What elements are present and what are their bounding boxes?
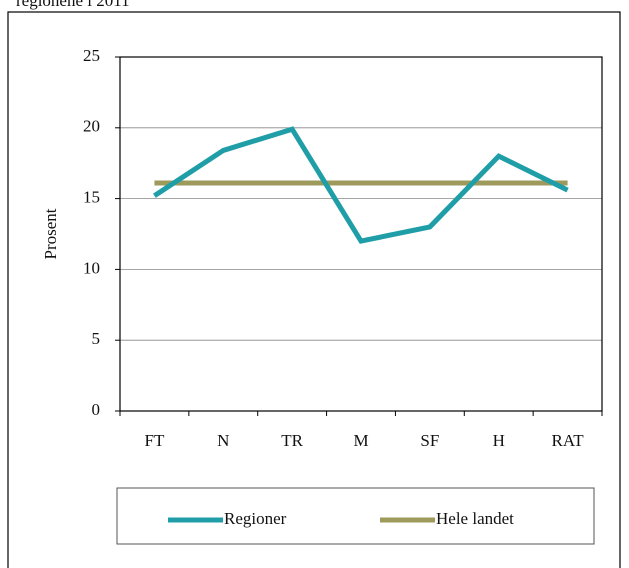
y-tick-label: 10 bbox=[83, 258, 100, 277]
y-tick-label: 5 bbox=[92, 329, 101, 348]
y-tick-label: 0 bbox=[92, 400, 101, 419]
legend-label: Regioner bbox=[224, 509, 287, 528]
legend-label: Hele landet bbox=[436, 509, 514, 528]
x-tick-label: SF bbox=[420, 431, 439, 450]
x-tick-label: FT bbox=[145, 431, 165, 450]
data-line bbox=[153, 126, 569, 244]
x-tick-label: RAT bbox=[552, 431, 585, 450]
y-tick-label: 20 bbox=[83, 117, 100, 136]
y-tick-label: 15 bbox=[83, 188, 100, 207]
chart-frame bbox=[7, 11, 621, 568]
x-tick-label: H bbox=[493, 431, 505, 450]
x-tick-label: N bbox=[217, 431, 229, 450]
legend-box bbox=[116, 487, 595, 545]
y-axis-label: Prosent bbox=[41, 208, 60, 259]
y-tick-label: 25 bbox=[83, 46, 100, 65]
x-tick-label: TR bbox=[281, 431, 303, 450]
plot-area bbox=[119, 56, 603, 412]
x-tick-label: M bbox=[353, 431, 368, 450]
chart-title: regionene i 2011 bbox=[16, 0, 130, 10]
